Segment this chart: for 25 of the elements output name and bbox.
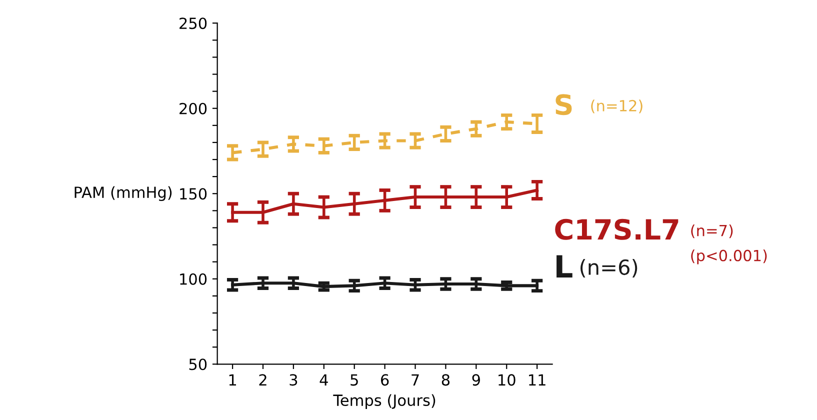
text: (n=7) (691, 224, 733, 238)
x-tick-label: 7 (412, 374, 419, 386)
x-tick-label: 4 (320, 374, 328, 386)
y-axis-title: PAM (mmHg) (74, 186, 172, 202)
x-tick-label: 11 (529, 374, 546, 386)
text: (n=6) (580, 258, 638, 278)
x-tick-label: 5 (350, 374, 358, 386)
y-tick-label: 50 (189, 358, 207, 370)
x-tick-label: 8 (442, 374, 450, 386)
x-tick-label: 9 (472, 374, 480, 386)
series-label: S (556, 94, 572, 116)
x-tick-label: 3 (290, 374, 298, 386)
text: (n=12) (591, 100, 642, 114)
text: (p<0.001) (691, 250, 767, 264)
y-tick-label: 200 (180, 102, 207, 114)
x-axis-title: Temps (Jours) (333, 394, 436, 409)
x-tick-label: 2 (259, 374, 266, 386)
series-label: L (556, 255, 572, 278)
x-tick-label: 10 (498, 374, 516, 386)
x-tick-label: 1 (229, 374, 236, 386)
x-tick-label: 6 (381, 374, 389, 386)
y-tick-label: 150 (180, 188, 207, 200)
y-tick-label: 250 (180, 18, 207, 30)
series-label: C17S.L7 (555, 218, 678, 240)
y-tick-label: 100 (180, 273, 207, 285)
